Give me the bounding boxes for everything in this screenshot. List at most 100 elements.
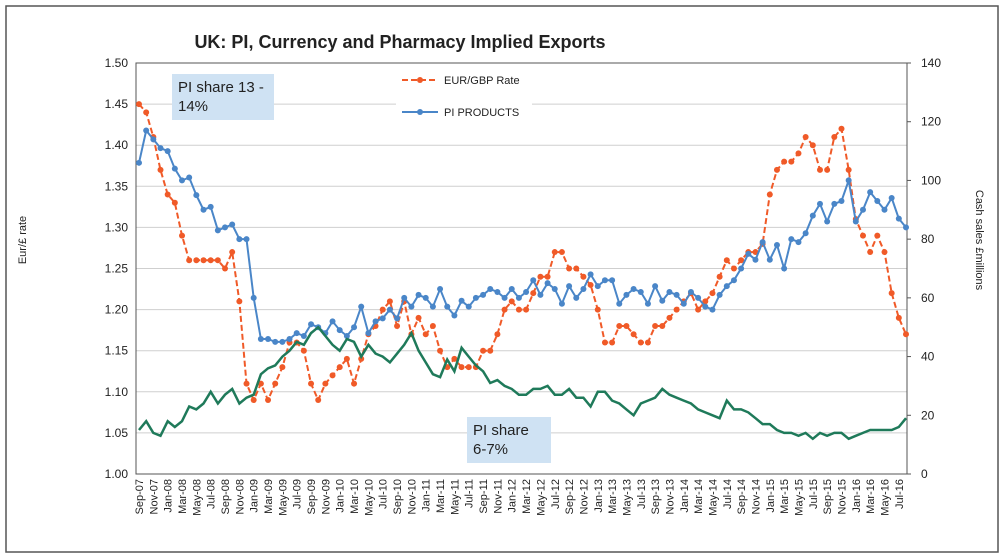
x-tick-label: Jul-09 — [292, 479, 304, 509]
point — [738, 265, 745, 272]
point — [257, 335, 264, 342]
point — [637, 339, 644, 346]
point — [143, 109, 150, 116]
point — [293, 330, 300, 337]
point — [730, 265, 737, 272]
x-tick-label: Jul-16 — [894, 479, 906, 509]
point — [716, 273, 723, 280]
point — [437, 347, 444, 354]
point — [601, 277, 608, 284]
point — [530, 277, 537, 284]
point — [193, 257, 200, 264]
point — [272, 338, 279, 345]
x-tick-label: Jan-14 — [679, 479, 691, 513]
point — [351, 324, 358, 331]
point — [551, 286, 558, 293]
point — [587, 281, 594, 288]
point — [157, 166, 164, 173]
y2-tick-label: 20 — [921, 408, 935, 422]
point — [379, 306, 386, 313]
point — [386, 298, 393, 305]
legend-label: PI PRODUCTS — [444, 107, 520, 119]
y-tick-label: 1.45 — [105, 97, 129, 111]
point — [343, 333, 350, 340]
y-tick-label: 1.25 — [105, 262, 129, 276]
series-line — [138, 103, 907, 403]
x-tick-label: Mar-15 — [779, 479, 791, 514]
x-tick-label: Nov-07 — [148, 479, 160, 514]
point — [788, 158, 795, 165]
point — [824, 166, 831, 173]
point — [515, 294, 522, 301]
point — [193, 192, 200, 199]
x-tick-label: Sep-08 — [220, 479, 232, 514]
point — [494, 288, 501, 295]
y-axis-label: Eur/£ rate — [17, 216, 29, 264]
point — [480, 291, 487, 298]
x-tick-label: Jan-12 — [507, 479, 519, 513]
point — [580, 286, 587, 293]
point — [451, 312, 458, 319]
x-tick-label: Nov-11 — [492, 479, 504, 514]
point — [365, 330, 372, 337]
point — [379, 315, 386, 322]
point — [630, 286, 637, 293]
point — [179, 232, 186, 239]
y2-tick-label: 100 — [921, 173, 941, 187]
point — [551, 249, 558, 256]
x-tick-label: May-15 — [793, 479, 805, 516]
point — [802, 230, 809, 237]
point — [723, 257, 730, 264]
point — [480, 347, 487, 354]
point — [680, 300, 687, 307]
x-tick-label: Nov-12 — [578, 479, 590, 514]
x-tick-label: Sep-11 — [478, 479, 490, 514]
point — [229, 249, 236, 256]
point — [472, 294, 479, 301]
point — [351, 380, 358, 387]
point — [730, 277, 737, 284]
point — [487, 347, 494, 354]
point — [501, 306, 508, 313]
y-tick-label: 1.35 — [105, 179, 129, 193]
point — [487, 286, 494, 293]
point — [867, 189, 874, 196]
point — [171, 165, 178, 172]
point — [709, 290, 716, 297]
point — [566, 265, 573, 272]
x-tick-label: Mar-09 — [263, 479, 275, 514]
point — [250, 294, 257, 301]
point — [265, 335, 272, 342]
point — [845, 177, 852, 184]
point — [809, 142, 816, 149]
point — [164, 191, 171, 198]
y2-tick-label: 80 — [921, 232, 935, 246]
point — [401, 294, 408, 301]
point — [429, 323, 436, 330]
point — [702, 303, 709, 310]
point — [695, 306, 702, 313]
point — [422, 331, 429, 338]
point — [573, 265, 580, 272]
x-tick-label: Sep-09 — [306, 479, 318, 514]
point — [415, 314, 422, 321]
point — [673, 291, 680, 298]
point — [458, 364, 465, 371]
point — [494, 331, 501, 338]
point — [759, 239, 766, 246]
point — [601, 339, 608, 346]
x-tick-label: Mar-10 — [349, 479, 361, 514]
point — [652, 323, 659, 330]
y-tick-label: 1.30 — [105, 220, 129, 234]
x-tick-label: May-08 — [191, 479, 203, 516]
point — [580, 273, 587, 280]
x-tick-label: Nov-09 — [320, 479, 332, 514]
x-tick-label: Mar-11 — [435, 479, 447, 513]
point — [816, 200, 823, 207]
point — [523, 306, 530, 313]
point — [308, 321, 315, 328]
point — [773, 166, 780, 173]
point — [687, 288, 694, 295]
legend-label: EUR/GBP Rate — [444, 75, 520, 87]
point — [816, 166, 823, 173]
